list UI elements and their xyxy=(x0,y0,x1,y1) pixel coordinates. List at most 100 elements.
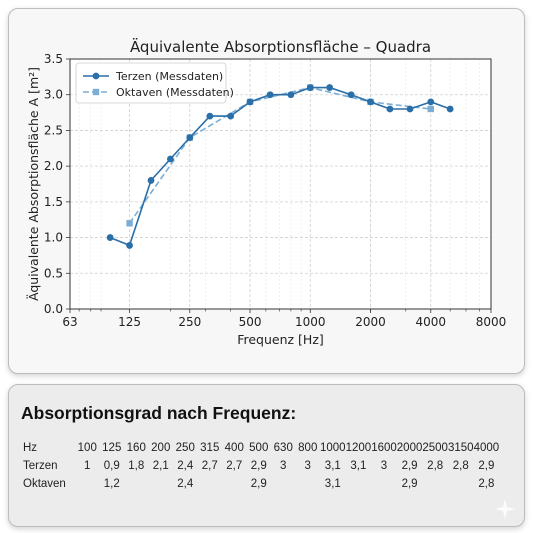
chart-title: Äquivalente Absorptionsfläche – Quadra xyxy=(130,37,431,56)
table-cell: 2,9 xyxy=(401,460,418,472)
table-cell: 2,8 xyxy=(427,460,444,472)
legend-marker xyxy=(92,88,100,96)
chart-card: 0.0 0.5 1.0 1.5 2.0 2.5 3.0 3.5 63 125 250 500 1000 2… xyxy=(8,8,525,374)
table-cell xyxy=(271,475,296,493)
table-cell: 3,1 xyxy=(324,460,341,472)
table-cell xyxy=(296,475,321,493)
table-cell xyxy=(124,475,149,493)
y-tick-label: 0.0 xyxy=(44,302,63,316)
table-cell: 100 xyxy=(77,442,97,454)
table-cell xyxy=(75,475,100,493)
data-point xyxy=(406,105,414,113)
table-cell: 500 xyxy=(249,442,269,454)
table-cell: 3 xyxy=(280,460,287,472)
table-cell: 1,8 xyxy=(128,460,145,472)
table-cell: 2,4 xyxy=(177,460,194,472)
table-cell: 250 xyxy=(175,442,195,454)
data-point xyxy=(206,112,214,120)
y-tick-label: 1.0 xyxy=(44,231,63,245)
table-cell: 400 xyxy=(224,442,244,454)
table-title: Absorptionsgrad nach Frequenz: xyxy=(21,403,297,423)
table-cell xyxy=(149,475,174,493)
table-cell: 3 xyxy=(380,460,388,472)
sparkle-icon xyxy=(495,499,515,519)
table-row: Oktaven 1,2 2,4 2,9 3,1 2,9 2,8 xyxy=(23,475,499,493)
data-point xyxy=(126,242,133,249)
plot-frame xyxy=(69,58,492,310)
x-tick-label: 8000 xyxy=(476,315,507,329)
data-point xyxy=(446,105,454,113)
legend-label: Terzen (Messdaten) xyxy=(115,70,223,83)
table-cell: 1 xyxy=(84,460,91,472)
table-cell: 630 xyxy=(273,442,293,454)
x-tick-label: 125 xyxy=(118,315,141,329)
table-cell xyxy=(198,475,223,493)
y-tick-label: 3.5 xyxy=(44,52,63,66)
x-tick-label: 1000 xyxy=(295,315,326,329)
table-row-label: Terzen xyxy=(23,460,58,472)
x-tick-label: 250 xyxy=(178,315,201,329)
data-point xyxy=(266,91,274,99)
table-cell: 2,9 xyxy=(250,478,267,490)
table-cell: 2,8 xyxy=(478,478,495,490)
table-cell: 3,1 xyxy=(324,478,341,490)
table-cell: 3 xyxy=(304,460,311,472)
table-cell: 4000 xyxy=(473,442,500,454)
table-cell: 800 xyxy=(298,442,318,454)
x-tick-label: 500 xyxy=(239,315,262,329)
table-cell: 315 xyxy=(200,442,220,454)
table-cell: 1200 xyxy=(345,442,372,454)
table-cell xyxy=(371,475,397,493)
x-axis-label: Frequenz [Hz] xyxy=(237,332,324,347)
data-point xyxy=(126,220,133,227)
y-tick-label: 2.5 xyxy=(44,123,63,137)
table-row-label: Oktaven xyxy=(23,478,66,490)
table-cell: 1000 xyxy=(320,442,346,454)
data-point xyxy=(386,105,394,113)
data-point xyxy=(427,98,435,106)
data-point xyxy=(186,134,194,141)
table-cell: 2,7 xyxy=(201,460,218,472)
table-row-label: Hz xyxy=(23,442,38,454)
data-point xyxy=(166,155,174,163)
legend-label: Oktaven (Messdaten) xyxy=(116,86,234,99)
table-cell xyxy=(346,475,372,493)
table-cell: 2,8 xyxy=(452,460,469,472)
table-cell: 2,1 xyxy=(152,460,169,472)
table-row: Terzen 1 0,9 1,8 2,1 2,4 2,7 2,7 2,9 3 3 3,1 3,1 3 2,9… xyxy=(23,457,499,475)
legend-box xyxy=(75,62,227,104)
table-cell: 1600 xyxy=(371,442,397,454)
legend-marker xyxy=(92,72,100,80)
data-point xyxy=(287,91,295,99)
table-cell xyxy=(448,475,474,493)
table-card: Absorptionsgrad nach Frequenz: Hz 100 125 1… xyxy=(8,384,525,527)
table-row: Hz 100 125 160 200 250 315 400 500 630 800 1000 1200… xyxy=(23,439,499,457)
table-cell xyxy=(422,475,448,493)
table-cell: 2,9 xyxy=(250,460,267,472)
table-cell: 3150 xyxy=(447,442,474,454)
table-cell: 0,9 xyxy=(103,460,120,472)
table-cell: 2,9 xyxy=(401,478,418,490)
chart: 0.0 0.5 1.0 1.5 2.0 2.5 3.0 3.5 63 125 250 500 1000 2… xyxy=(26,37,507,347)
x-tick-label: 4000 xyxy=(415,315,446,329)
data-point xyxy=(347,91,355,99)
series-line xyxy=(128,86,431,224)
table-cell: 160 xyxy=(126,442,146,454)
table-cell: 2,9 xyxy=(478,460,495,472)
table-cell: 125 xyxy=(102,442,122,454)
table-cell: 2000 xyxy=(396,442,423,454)
x-tick-label: 63 xyxy=(62,315,77,329)
data-point xyxy=(367,98,374,106)
y-axis-label: Äquivalente Absorptionsfläche A [m²] xyxy=(26,67,41,301)
table-cell: 2500 xyxy=(422,442,448,454)
data-point xyxy=(306,84,314,91)
y-tick-label: 2.0 xyxy=(44,159,63,173)
table-cell: 1,2 xyxy=(103,478,120,490)
table-cell: 2,4 xyxy=(177,478,194,490)
absorption-table: Hz 100 125 160 200 250 315 400 500 630 800 1000 1200… xyxy=(23,439,499,493)
x-tick-label: 2000 xyxy=(355,315,386,329)
y-tick-label: 0.5 xyxy=(44,266,63,280)
data-point xyxy=(326,84,334,91)
table-cell: 200 xyxy=(151,442,171,454)
data-point xyxy=(147,177,155,184)
